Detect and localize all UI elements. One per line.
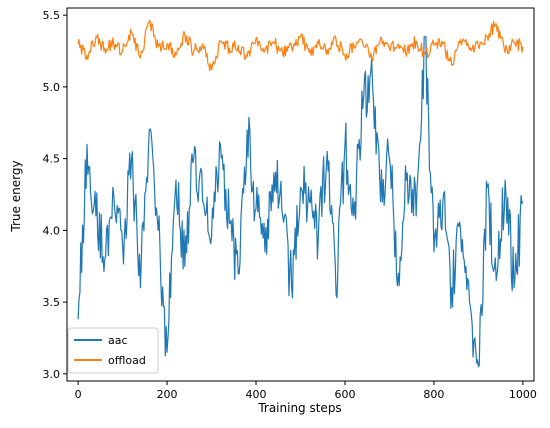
y-tick-label: 3.0 bbox=[43, 368, 61, 381]
legend-offload-label: offload bbox=[108, 354, 146, 367]
legend: aac offload bbox=[67, 327, 159, 374]
y-tick-label: 4.0 bbox=[43, 224, 61, 237]
x-tick-label: 200 bbox=[157, 388, 178, 401]
x-axis-label: Training steps bbox=[257, 401, 341, 415]
x-tick-label: 1000 bbox=[509, 388, 537, 401]
legend-aac-label: aac bbox=[108, 334, 128, 347]
series-layer bbox=[77, 20, 524, 368]
y-tick-label: 4.5 bbox=[43, 153, 61, 166]
x-tick-label: 800 bbox=[423, 388, 444, 401]
axes-layer: 0 200 400 600 800 1000 3.0 3.5 4.0 4.5 5.0 5.5 bbox=[43, 9, 537, 401]
y-tick-label: 5.5 bbox=[43, 9, 61, 22]
y-tick-label: 3.5 bbox=[43, 296, 61, 309]
x-tick-label: 400 bbox=[246, 388, 267, 401]
series-line-offload bbox=[77, 20, 524, 72]
series-line-aac bbox=[77, 36, 524, 368]
y-axis-label: True energy bbox=[9, 160, 23, 232]
x-tick-label: 0 bbox=[75, 388, 82, 401]
x-tick-label: 600 bbox=[334, 388, 355, 401]
y-tick-label: 5.0 bbox=[43, 81, 61, 94]
